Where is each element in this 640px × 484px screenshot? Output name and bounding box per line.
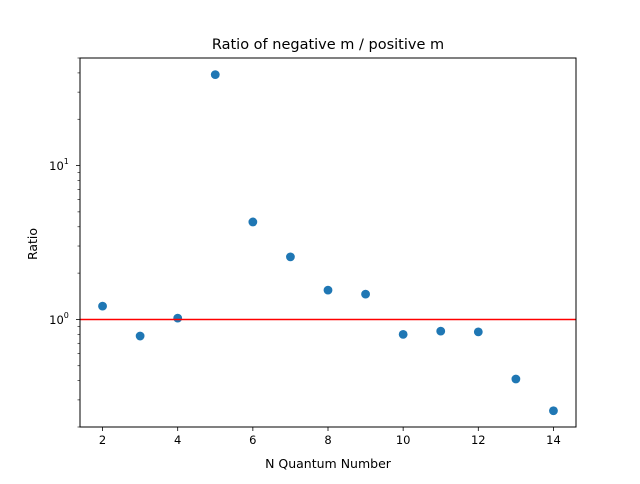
plot-area: 2 4 6 8 10 12 14 100 101: [49, 57, 576, 447]
data-point: [323, 285, 333, 295]
x-axis-label: N Quantum Number: [265, 456, 392, 471]
data-point: [248, 217, 258, 227]
data-point: [135, 331, 145, 341]
x-tick-label: 6: [249, 433, 256, 447]
data-point: [286, 252, 295, 262]
chart-title: Ratio of negative m / positive m: [212, 37, 444, 53]
data-point: [473, 327, 483, 337]
x-tick-label: 12: [471, 433, 486, 447]
x-tick-label: 8: [324, 433, 331, 447]
y-tick-label: 100: [49, 311, 69, 327]
data-point: [210, 70, 220, 80]
x-tick-label: 10: [396, 433, 411, 447]
y-axis-label: Ratio: [25, 228, 40, 260]
x-tick-label: 14: [546, 433, 561, 447]
x-tick-label: 4: [174, 433, 181, 447]
y-tick-label: 101: [49, 157, 69, 173]
data-point: [511, 374, 521, 384]
data-point: [98, 301, 107, 311]
data-point: [549, 406, 558, 416]
data-point: [361, 289, 370, 299]
x-tick-label: 2: [99, 433, 106, 447]
axes-frame: [79, 57, 577, 428]
data-point: [436, 326, 446, 336]
data-point: [173, 313, 183, 323]
data-point: [398, 329, 408, 339]
